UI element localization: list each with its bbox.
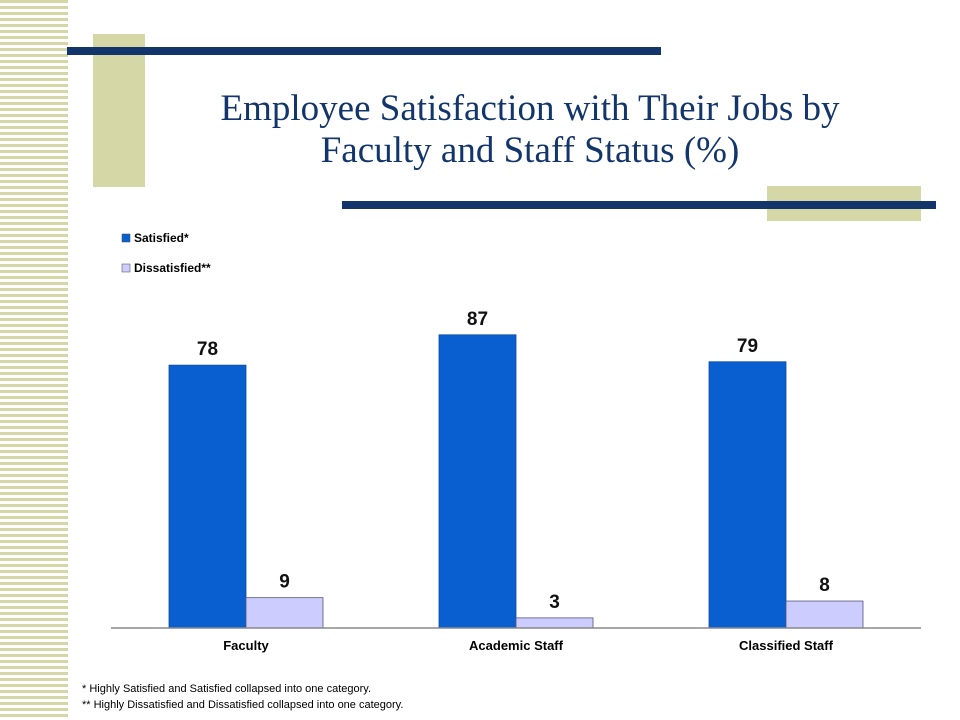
bar-dissatisfied-academic-staff [515,617,594,629]
page-title: Employee Satisfaction with Their Jobs by… [150,88,910,172]
bar-satisfied-faculty [168,364,247,629]
data-label-satisfied-classified-staff: 79 [737,336,758,357]
bar-satisfied-classified-staff [708,361,787,629]
footnotes: * Highly Satisfied and Satisfied collaps… [82,681,403,713]
x-tick-label-classified-staff: Classified Staff [739,638,834,653]
legend: Satisfied* Dissatisfied** [121,231,211,275]
bar-satisfied-academic-staff [438,334,517,629]
side-stripe-decoration [0,0,68,720]
footnote-dissatisfied: ** Highly Dissatisfied and Dissatisfied … [82,699,404,711]
data-label-satisfied-faculty: 78 [197,339,218,360]
data-label-dissatisfied-academic-staff: 3 [549,592,560,613]
plot-area: 78 9 87 3 79 8 [168,309,864,629]
x-tick-label-academic-staff: Academic Staff [469,638,564,653]
data-label-satisfied-academic-staff: 87 [467,309,488,330]
footnote-satisfied: * Highly Satisfied and Satisfied collaps… [82,683,372,695]
bar-dissatisfied-classified-staff [785,600,864,629]
legend-label-dissatisfied: Dissatisfied** [134,261,211,275]
accent-block-top-left [93,34,145,187]
accent-line-top [67,47,661,55]
bar-dissatisfied-faculty [245,597,324,629]
legend-label-satisfied: Satisfied* [134,231,189,245]
data-label-dissatisfied-classified-staff: 8 [819,575,830,596]
x-axis: Faculty Academic Staff Classified Staff [111,627,921,653]
legend-swatch-dissatisfied [121,263,131,273]
data-label-dissatisfied-faculty: 9 [279,572,290,593]
legend-swatch-satisfied [121,233,131,243]
title-line-2: Faculty and Staff Status (%) [320,130,740,171]
accent-line-bottom [342,201,936,209]
x-tick-label-faculty: Faculty [223,638,269,653]
title-line-1: Employee Satisfaction with Their Jobs by [220,88,840,129]
